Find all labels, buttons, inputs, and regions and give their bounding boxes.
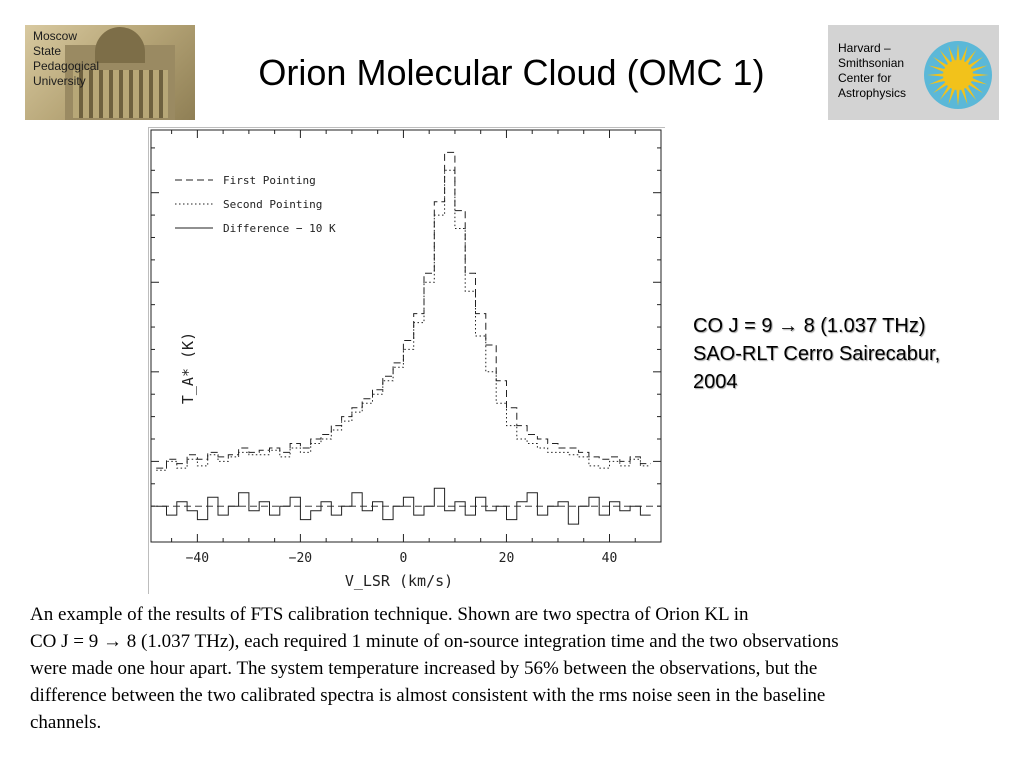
x-tick-label: −40 (186, 551, 209, 566)
x-tick-label: −20 (289, 551, 312, 566)
slide-header: Moscow State Pedagogical University Orio… (25, 25, 999, 120)
sun-ray (964, 85, 977, 101)
sun-ray (932, 56, 948, 69)
x-tick-label: 40 (602, 551, 618, 566)
sun-ray (939, 49, 952, 65)
legend: First Pointing Second Pointing Difference … (175, 174, 336, 235)
cfa-name-line: Smithsonian (838, 56, 905, 70)
caption-line: channels. (30, 712, 102, 733)
series-line (156, 169, 651, 471)
sun-icon (924, 41, 992, 109)
university-name: Moscow State Pedagogical University (33, 29, 99, 89)
building-dome (95, 27, 145, 63)
university-name-line: Pedagogical (33, 59, 100, 73)
sun-ray (928, 77, 946, 85)
slide-title: Orion Molecular Cloud (OMC 1) (195, 25, 828, 120)
cfa-name-line: Harvard – (838, 41, 891, 55)
plot-area (150, 129, 662, 543)
series-line (156, 487, 651, 525)
university-logo: Moscow State Pedagogical University (25, 25, 195, 120)
sun-ray (970, 77, 988, 85)
university-name-line: State (33, 44, 62, 58)
y-axis-label: T_A* (K) (179, 332, 197, 404)
sun-ray (968, 81, 984, 94)
university-name-line: Moscow (33, 29, 78, 43)
sun-ray (956, 88, 960, 106)
cfa-logo: Harvard – Smithsonian Center for Astroph… (828, 25, 999, 120)
sun-ray (960, 87, 968, 105)
sun-ray (939, 85, 952, 101)
sun-ray (948, 87, 956, 105)
y-axis-label-text: T_A* (K) (179, 332, 197, 404)
note-line-telescope: SAO-RLT Cerro Sairecabur, (693, 343, 941, 365)
cfa-name-line: Center for (838, 71, 892, 85)
sun-ray (928, 65, 946, 73)
caption-line: An example of the results of FTS calibra… (30, 604, 749, 625)
sun-ray (948, 45, 956, 63)
sun-ray (960, 45, 968, 63)
legend-label: Second Pointing (223, 198, 322, 211)
cfa-name-line: Astrophysics (838, 86, 907, 100)
observation-note: CO J = 9 → 8 (1.037 THz) SAO-RLT Cerro S… (693, 312, 940, 396)
sun-ray (971, 73, 989, 77)
caption-line: difference between the two calibrated sp… (30, 685, 826, 706)
cfa-name: Harvard – Smithsonian Center for Astroph… (838, 41, 906, 101)
chart-canvas: −40−20020400204060 First PointingSecond … (150, 129, 662, 590)
figure-caption: An example of the results of FTS calibra… (30, 601, 1005, 736)
legend-label: First Pointing (223, 174, 316, 187)
building-columns (73, 70, 168, 118)
sun-ray (964, 49, 977, 65)
university-name-line: University (33, 74, 86, 88)
sun-ray (932, 81, 948, 94)
series-line (156, 151, 651, 469)
x-axis-label: V_LSR (km/s) (345, 572, 453, 590)
legend-label: Difference − 10 K (223, 222, 336, 235)
caption-line: were made one hour apart. The system tem… (30, 658, 818, 679)
x-tick-label: 0 (400, 551, 408, 566)
spectrum-chart: −40−20020400204060 First PointingSecond … (148, 127, 665, 594)
sun-ray (970, 65, 988, 73)
note-line-transition: CO J = 9 → 8 (1.037 THz) (693, 315, 926, 337)
sun-ray (927, 73, 945, 77)
sun-ray (956, 44, 960, 62)
sun-ray (968, 56, 984, 69)
caption-line: CO J = 9 → 8 (1.037 THz), each required … (30, 631, 839, 652)
note-line-year: 2004 (693, 371, 738, 393)
x-tick-label: 20 (499, 551, 515, 566)
